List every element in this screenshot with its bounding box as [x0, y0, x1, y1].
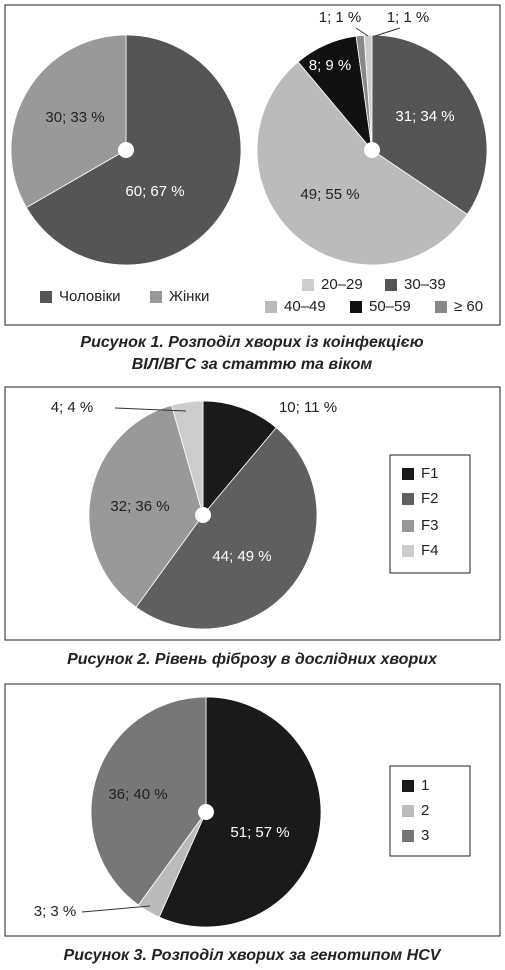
legend-swatch	[435, 301, 447, 313]
legend-label: 20–29	[321, 276, 363, 293]
pie-slice	[371, 34, 488, 215]
data-label: 44; 49 %	[212, 548, 271, 565]
figure-frame	[4, 4, 501, 326]
pie-slice	[256, 61, 468, 266]
data-label: 60; 67 %	[125, 183, 184, 200]
legend-swatch	[40, 291, 52, 303]
leader-line	[374, 27, 401, 37]
legend-swatch	[402, 545, 414, 557]
legend-label: Жінки	[169, 288, 209, 305]
legend-swatch	[402, 805, 414, 817]
data-label: 31; 34 %	[395, 108, 454, 125]
pie-slice	[158, 696, 322, 928]
legend-swatch	[150, 291, 162, 303]
legend-label: F1	[421, 465, 439, 482]
pie-slice	[135, 427, 318, 630]
data-label: 30; 33 %	[45, 109, 104, 126]
data-label: 4; 4 %	[51, 399, 94, 416]
data-label: 36; 40 %	[108, 786, 167, 803]
data-label: 51; 57 %	[230, 824, 289, 841]
pie-slice	[355, 34, 373, 151]
legend-label: F4	[421, 542, 439, 559]
caption: Рисунок 1. Розподіл хворих із коінфекціє…	[80, 334, 423, 351]
data-label: 32; 36 %	[110, 498, 169, 515]
legend-label: 1	[421, 777, 429, 794]
pie-slice	[88, 404, 204, 608]
legend-label: 2	[421, 802, 429, 819]
legend-swatch	[402, 520, 414, 532]
legend-swatch	[402, 468, 414, 480]
pie-slice	[10, 34, 127, 209]
data-label: 8; 9 %	[309, 57, 352, 74]
legend-label: 3	[421, 827, 429, 844]
caption: ВІЛ/ВГС за статтю та віком	[132, 356, 373, 373]
legend-swatch	[302, 279, 314, 291]
data-label: 49; 55 %	[300, 186, 359, 203]
data-label: 1; 1 %	[319, 9, 362, 26]
leader-line	[81, 905, 151, 913]
figure-frame	[4, 386, 501, 641]
legend-swatch	[402, 493, 414, 505]
pie-slice	[202, 400, 277, 517]
legend-swatch	[402, 780, 414, 792]
figure-frame	[4, 683, 501, 937]
legend-label: 30–39	[404, 276, 446, 293]
legend-label: ≥ 60	[454, 298, 483, 315]
caption: Рисунок 3. Розподіл хворих за генотипом …	[64, 947, 442, 964]
legend-box	[389, 454, 471, 574]
legend-swatch	[350, 301, 362, 313]
leader-line	[114, 407, 187, 412]
legend-swatch	[385, 279, 397, 291]
legend-label: 40–49	[284, 298, 326, 315]
pie-center	[195, 507, 211, 523]
legend-label: F2	[421, 490, 439, 507]
pie-slice	[171, 400, 204, 516]
data-label: 10; 11 %	[279, 399, 337, 416]
data-label: 1; 1 %	[387, 9, 430, 26]
legend-label: 50–59	[369, 298, 411, 315]
leader-line	[355, 27, 369, 37]
legend-swatch	[265, 301, 277, 313]
pie-center	[198, 804, 214, 820]
legend-box	[389, 765, 471, 857]
legend-label: Чоловіки	[59, 288, 121, 305]
legend-swatch	[402, 830, 414, 842]
pie-center	[364, 142, 380, 158]
legend-label: F3	[421, 517, 439, 534]
data-label: 3; 3 %	[34, 903, 77, 920]
pie-center	[118, 142, 134, 158]
pie-slice	[90, 696, 207, 906]
caption: Рисунок 2. Рівень фіброзу в дослідних хв…	[67, 651, 438, 668]
